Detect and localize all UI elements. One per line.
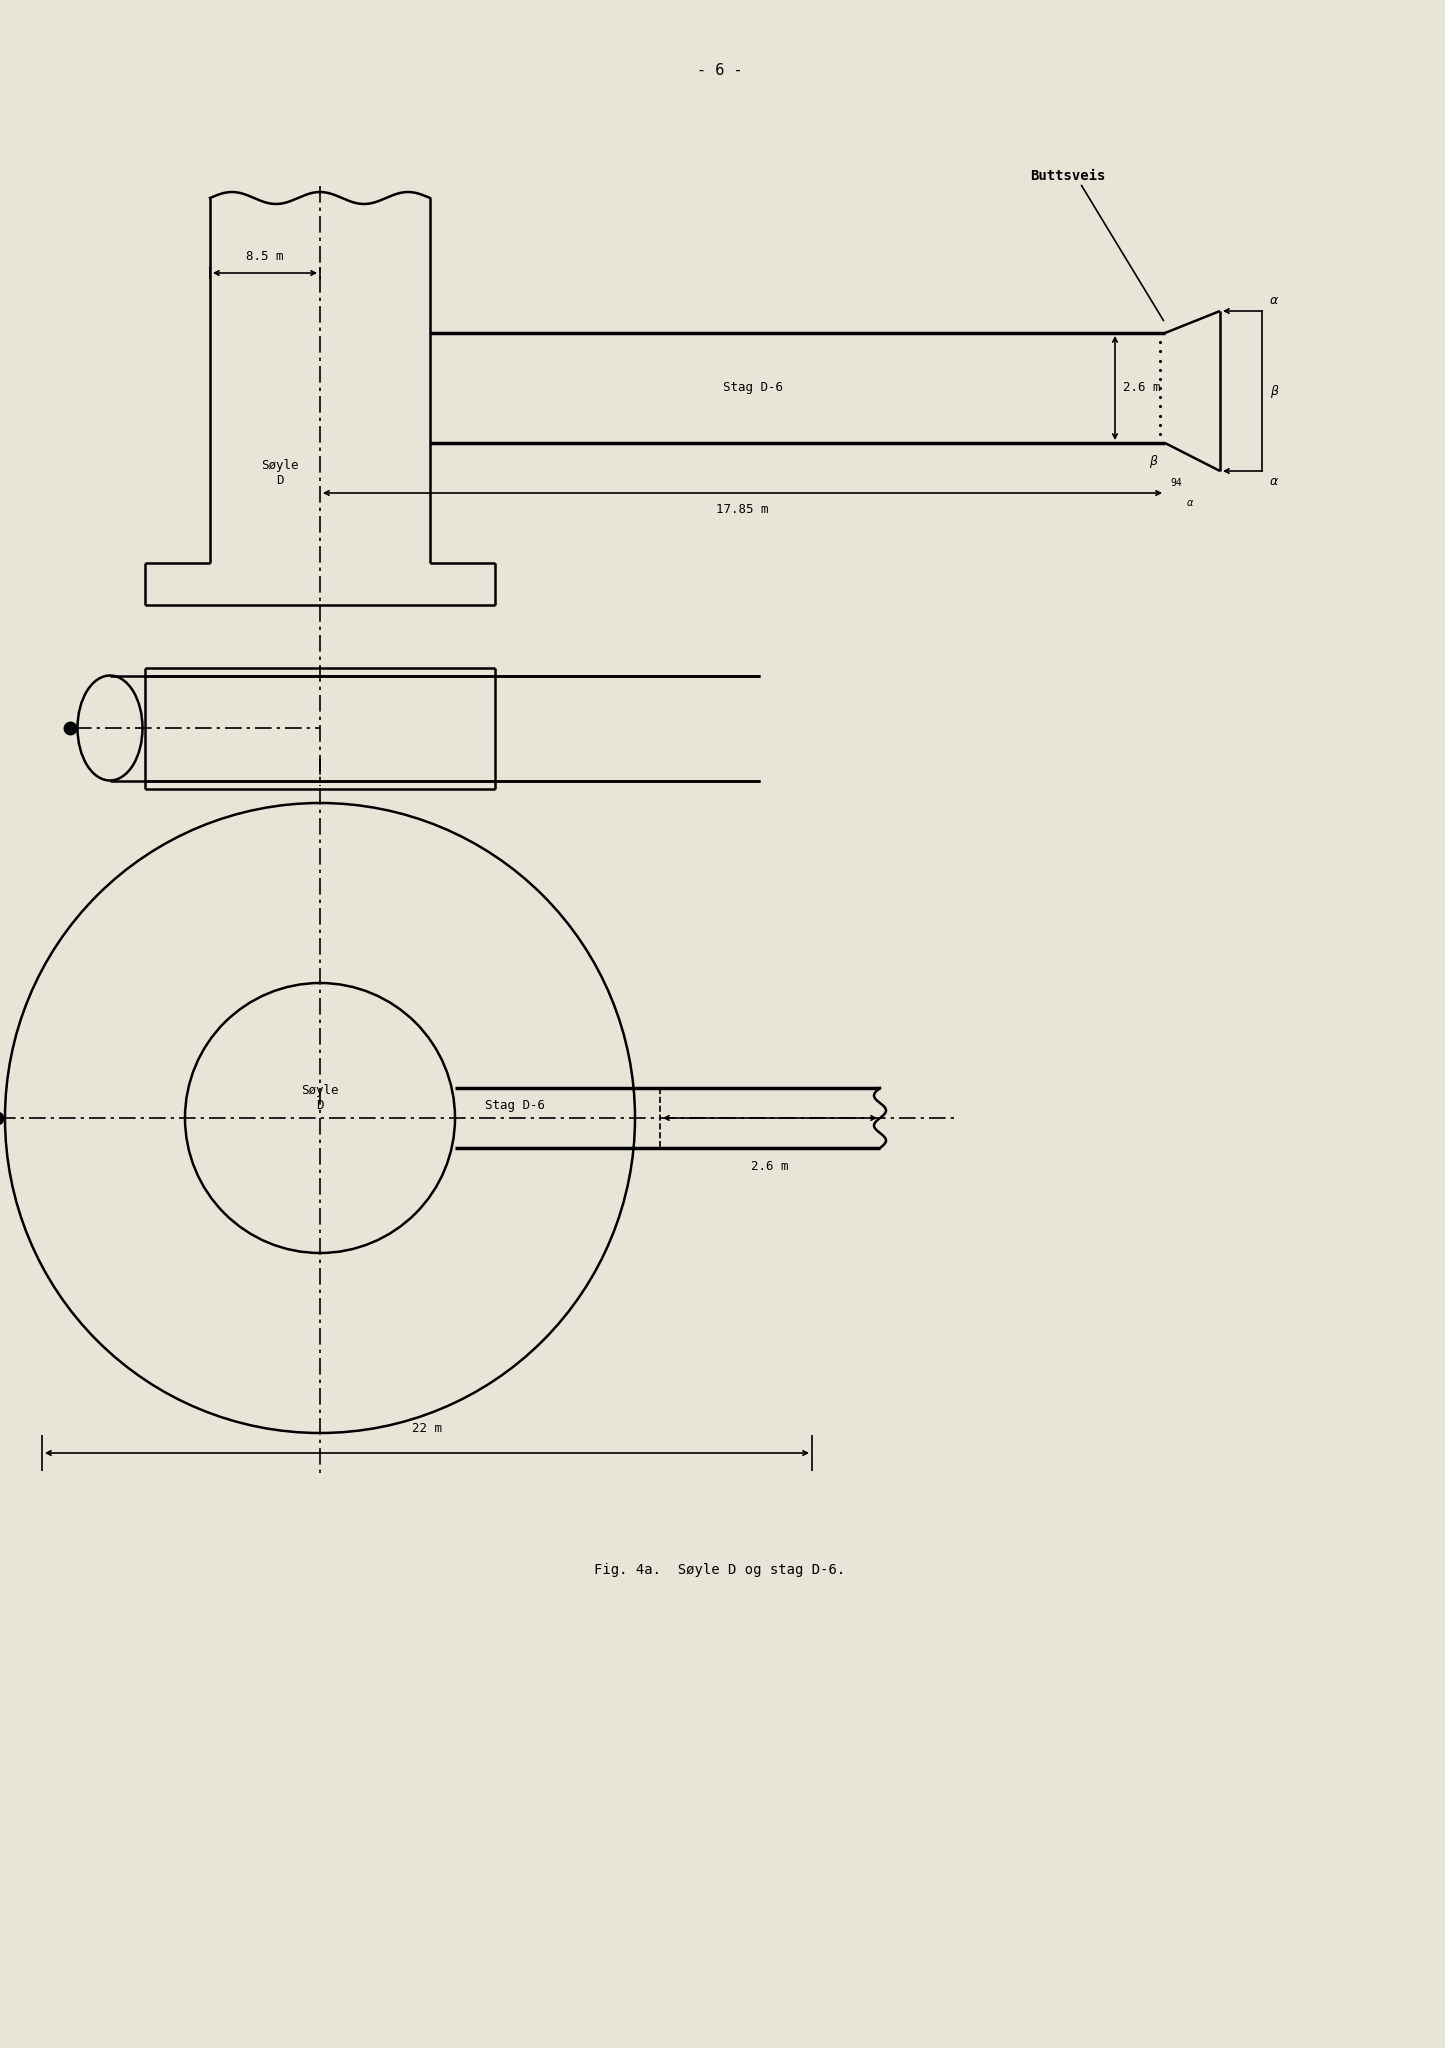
Text: 2.6 m: 2.6 m — [1123, 381, 1160, 395]
Text: - 6 -: - 6 - — [696, 63, 743, 78]
Text: β: β — [1149, 455, 1157, 469]
Text: 94: 94 — [1170, 477, 1182, 487]
Text: α: α — [1186, 498, 1194, 508]
Text: Stag D-6: Stag D-6 — [722, 381, 783, 395]
Text: 8.5 m: 8.5 m — [246, 250, 283, 262]
Text: α: α — [1270, 295, 1279, 307]
Text: α: α — [1270, 475, 1279, 487]
Text: Stag D-6: Stag D-6 — [486, 1100, 545, 1112]
Text: β: β — [1270, 385, 1277, 397]
Text: Søyle
D: Søyle D — [301, 1083, 338, 1112]
Text: Fig. 4a.  Søyle D og stag D-6.: Fig. 4a. Søyle D og stag D-6. — [594, 1563, 845, 1577]
Text: 22 m: 22 m — [412, 1421, 442, 1436]
Text: Buttsveis: Buttsveis — [1030, 170, 1105, 182]
Text: 17.85 m: 17.85 m — [717, 504, 769, 516]
Text: Søyle
D: Søyle D — [262, 459, 299, 487]
Text: 2.6 m: 2.6 m — [751, 1159, 789, 1174]
